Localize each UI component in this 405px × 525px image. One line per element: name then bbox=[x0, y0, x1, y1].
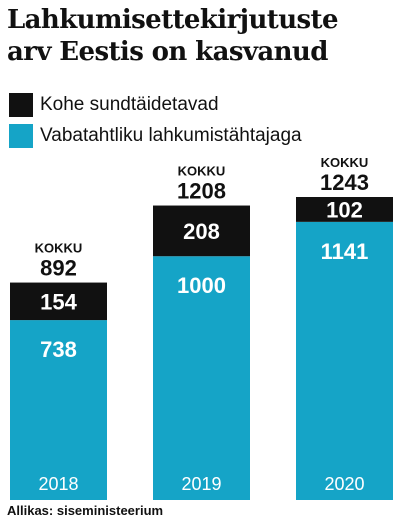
bar-voluntary-2019 bbox=[153, 256, 250, 500]
value-label-voluntary-2020: 1141 bbox=[321, 239, 369, 264]
bar-compulsory-2019 bbox=[153, 205, 250, 257]
value-label-compulsory-2019: 208 bbox=[183, 219, 220, 244]
chart-title: Lahkumisettekirjutuste arv Eestis on kas… bbox=[7, 4, 402, 68]
value-label-compulsory-2020: 102 bbox=[326, 197, 363, 222]
total-value-2018: 892 bbox=[40, 256, 77, 281]
chart-title-line-1: Lahkumisettekirjutuste bbox=[7, 5, 338, 35]
bar-compulsory-2020 bbox=[296, 197, 393, 222]
total-value-2020: 1243 bbox=[320, 170, 369, 195]
value-label-voluntary-2018: 738 bbox=[40, 337, 77, 362]
source-note: Allikas: siseministeerium bbox=[7, 503, 164, 518]
total-caption-2018: KOKKU bbox=[35, 241, 83, 256]
total-caption-2019: KOKKU bbox=[178, 164, 226, 179]
legend-item-voluntary: Vabatahtliku lahkumistähtajaga bbox=[9, 124, 302, 148]
category-label-2020: 2020 bbox=[324, 474, 364, 494]
legend-swatch-voluntary bbox=[9, 124, 33, 148]
category-label-2018: 2018 bbox=[38, 474, 78, 494]
legend-swatch-compulsory bbox=[9, 93, 33, 117]
legend-label-compulsory: Kohe sundtäidetavad bbox=[40, 94, 219, 115]
total-value-2019: 1208 bbox=[177, 179, 226, 204]
bar-voluntary-2020 bbox=[296, 221, 393, 500]
value-label-voluntary-2019: 1000 bbox=[177, 273, 226, 298]
legend-label-voluntary: Vabatahtliku lahkumistähtajaga bbox=[40, 125, 302, 146]
legend-item-compulsory: Kohe sundtäidetavad bbox=[9, 93, 219, 117]
value-label-compulsory-2018: 154 bbox=[40, 289, 77, 314]
bar-compulsory-2018 bbox=[10, 282, 107, 321]
chart-title-line-2: arv Eestis on kasvanud bbox=[7, 37, 328, 67]
total-caption-2020: KOKKU bbox=[321, 155, 369, 170]
category-label-2019: 2019 bbox=[181, 474, 221, 494]
bar-voluntary-2018 bbox=[10, 320, 107, 500]
